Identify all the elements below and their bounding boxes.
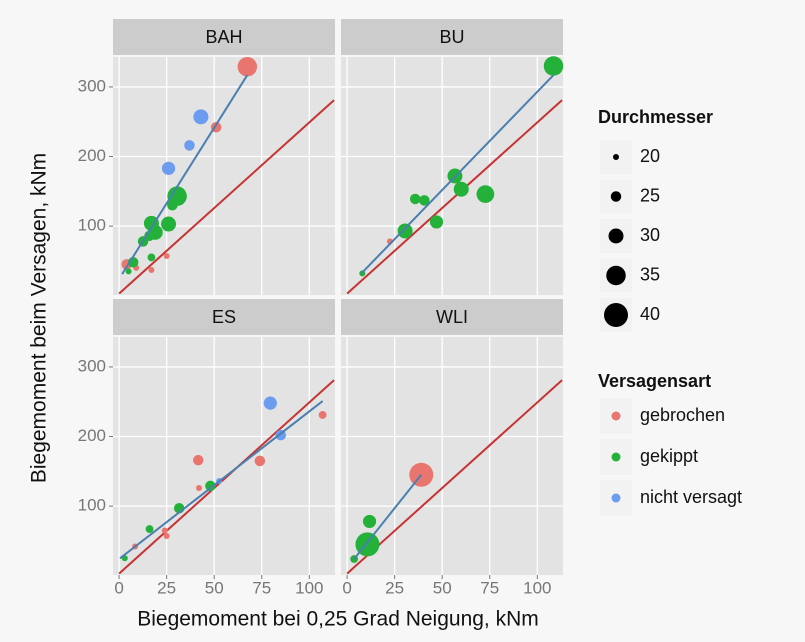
y-tick-label: 200 xyxy=(78,146,106,165)
point xyxy=(163,253,170,260)
legend-size-dot xyxy=(606,265,626,286)
x-tick-label: 25 xyxy=(157,578,176,597)
fit-line xyxy=(121,74,249,275)
reference-line xyxy=(346,379,563,575)
point xyxy=(254,455,266,467)
point xyxy=(161,216,177,232)
reference-line xyxy=(118,99,335,295)
point xyxy=(195,485,202,492)
y-tick-label: 100 xyxy=(78,216,106,235)
legend-size-dot xyxy=(604,303,628,327)
strip xyxy=(113,299,335,335)
point xyxy=(263,396,277,410)
point xyxy=(125,268,132,275)
legend-title: Versagensart xyxy=(598,371,711,391)
x-axis-label: Biegemoment bei 0,25 Grad Neigung, kNm xyxy=(137,608,539,631)
point xyxy=(397,223,413,239)
fit-line xyxy=(119,400,324,560)
x-tick-label: 75 xyxy=(252,578,271,597)
strip xyxy=(113,19,335,55)
x-tick-label: 50 xyxy=(205,578,224,597)
legend-color-dot xyxy=(611,493,621,503)
point xyxy=(476,185,495,203)
point xyxy=(193,109,209,125)
legend-label: 20 xyxy=(640,146,660,166)
x-tick-label: 75 xyxy=(480,578,499,597)
strip xyxy=(341,19,563,55)
point xyxy=(362,514,377,529)
x-tick-label: 100 xyxy=(295,578,323,597)
facet-title: BAH xyxy=(205,27,242,47)
legend-label: 40 xyxy=(640,304,660,324)
point xyxy=(161,161,176,175)
y-tick-label: 200 xyxy=(78,426,106,445)
legend-label: gebrochen xyxy=(640,405,725,425)
legend-size-dot xyxy=(608,228,624,244)
y-tick-label: 100 xyxy=(78,496,106,515)
point xyxy=(237,56,258,77)
x-tick-label: 25 xyxy=(385,578,404,597)
point xyxy=(147,253,156,262)
panel xyxy=(113,337,335,575)
point xyxy=(145,525,154,533)
facet-title: ES xyxy=(212,307,236,327)
legend-size-dot xyxy=(613,154,619,160)
point xyxy=(167,199,178,211)
point xyxy=(318,411,327,419)
facet-title: BU xyxy=(439,27,464,47)
legend-color-dot xyxy=(611,452,621,462)
y-tick-label: 300 xyxy=(78,76,106,95)
point xyxy=(163,533,170,540)
legend-title: Durchmesser xyxy=(598,107,713,127)
legend-label: 25 xyxy=(640,185,660,205)
legend-label: gekippt xyxy=(640,446,698,466)
y-tick-label: 300 xyxy=(78,356,106,375)
facet-title: WLI xyxy=(436,307,468,327)
point xyxy=(419,195,430,206)
strip xyxy=(341,299,563,335)
panel xyxy=(113,57,335,295)
legend-label: 30 xyxy=(640,225,660,245)
point xyxy=(205,480,216,492)
point xyxy=(429,215,444,229)
x-tick-label: 0 xyxy=(342,578,351,597)
reference-line xyxy=(118,379,335,575)
point xyxy=(148,266,155,273)
point xyxy=(192,454,204,466)
legend-label: nicht versagt xyxy=(640,487,742,507)
panel xyxy=(341,337,563,575)
legend-color-dot xyxy=(611,411,621,421)
legend-label: 35 xyxy=(640,264,660,284)
point xyxy=(543,56,564,76)
point xyxy=(453,181,469,197)
point xyxy=(184,140,195,151)
y-axis-label: Biegemoment beim Versagen, kNm xyxy=(28,153,51,483)
fit-line xyxy=(360,74,555,275)
point xyxy=(161,527,168,534)
legend-size-dot xyxy=(610,191,622,202)
x-tick-label: 100 xyxy=(523,578,551,597)
point xyxy=(409,193,421,205)
reference-line xyxy=(346,99,563,295)
x-tick-label: 0 xyxy=(114,578,123,597)
x-tick-label: 50 xyxy=(433,578,452,597)
fit-line xyxy=(353,474,423,560)
